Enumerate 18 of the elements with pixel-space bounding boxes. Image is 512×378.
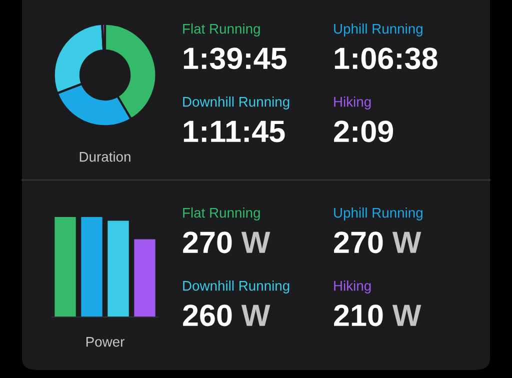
text: Flat Running	[183, 24, 260, 36]
text: 260 W	[183, 304, 270, 326]
text: Duration	[80, 152, 130, 162]
text: 1:39:45	[184, 48, 286, 70]
x-axis-title: Power	[86, 337, 124, 347]
text: 1:11:45	[184, 120, 285, 142]
text: Hiking	[334, 96, 371, 110]
text: 270 W	[334, 232, 422, 254]
text: Hiking	[334, 280, 371, 294]
text: Flat Running	[183, 208, 260, 220]
text: 2:09	[334, 120, 394, 142]
text: 270 W	[183, 232, 270, 254]
text: Downhill Running	[183, 96, 290, 110]
text: 210 W	[334, 304, 422, 326]
text: 1:06:38	[334, 48, 438, 70]
text: Uphill Running	[334, 208, 422, 220]
text: Downhill Running	[183, 280, 290, 294]
text: Uphill Running	[334, 24, 422, 36]
